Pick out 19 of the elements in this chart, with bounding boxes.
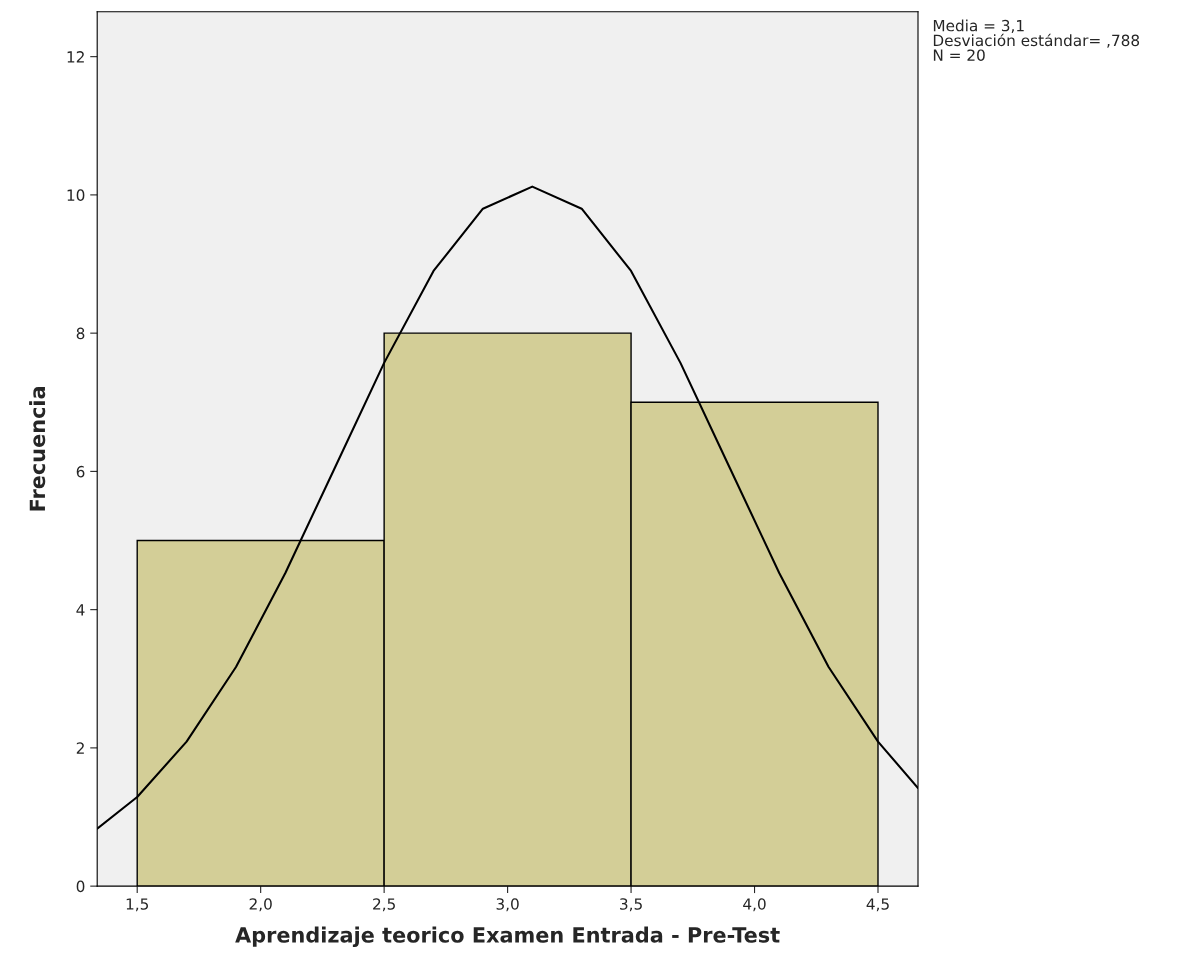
x-tick-label: 4,5: [866, 898, 889, 912]
text: Desviación estándar= ,788: [933, 33, 1140, 48]
y-tick-label: 6: [76, 465, 85, 478]
x-tick-label: 1,5: [126, 898, 149, 912]
text: N = 20: [933, 49, 985, 61]
y-tick-label: 4: [76, 604, 85, 616]
y-tick-label: 12: [67, 51, 84, 63]
y-tick-label: 2: [76, 742, 84, 754]
x-tick-label: 2,5: [373, 898, 395, 912]
x-axis-title: Aprendizaje teorico Examen Entrada - Pre-Test: [235, 926, 780, 947]
x-tick-label: 3,5: [620, 898, 642, 912]
y-tick-label: 10: [67, 189, 85, 201]
y-tick-label: 8: [76, 327, 85, 340]
text: Media = 3,1: [933, 19, 1024, 33]
x-tick-label: 4,0: [743, 898, 766, 912]
x-tick-label: 2,0: [249, 898, 272, 912]
x-tick-label: 3,0: [496, 898, 519, 912]
y-axis-title: Frecuencia: [29, 387, 46, 511]
y-tick-label: 0: [76, 880, 85, 893]
